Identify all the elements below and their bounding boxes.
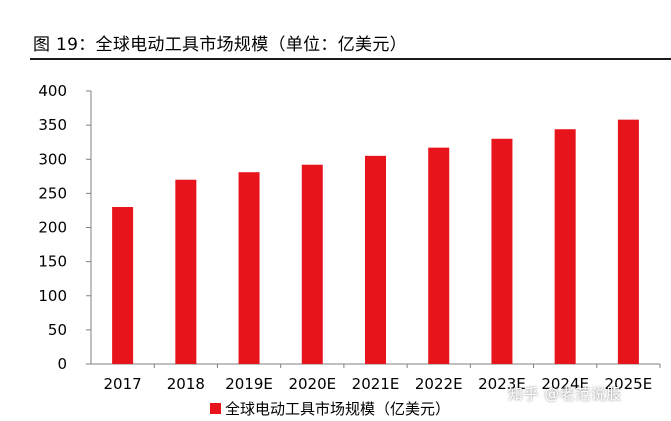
x-tick-label: 2024E (541, 375, 589, 393)
y-tick-label: 250 (38, 184, 67, 202)
figure-title: 图 19：全球电动工具市场规模（单位：亿美元） (33, 35, 407, 55)
x-tick-label: 2020E (288, 375, 336, 393)
y-tick-label: 300 (38, 150, 67, 168)
legend-swatch (210, 403, 221, 414)
bar-2018 (175, 179, 197, 364)
y-tick-label: 350 (38, 116, 67, 134)
y-tick-label: 200 (38, 219, 67, 237)
x-tick-label: 2025E (605, 375, 653, 393)
y-tick-label: 150 (38, 253, 67, 271)
x-tick-label: 2019E (225, 375, 273, 393)
y-tick-label: 100 (38, 287, 67, 305)
x-tick-label: 2021E (352, 375, 400, 393)
bar-2020E (301, 164, 323, 364)
x-tick-label: 2017 (104, 375, 142, 393)
x-tick-label: 2023E (478, 375, 526, 393)
y-tick-label: 400 (38, 82, 67, 100)
legend-label: 全球电动工具市场规模（亿美元） (225, 400, 451, 418)
bar-2017 (112, 207, 134, 364)
legend: 全球电动工具市场规模（亿美元） (210, 398, 450, 419)
bar-2021E (365, 155, 386, 364)
title-rule (30, 58, 671, 60)
bar-2024E (554, 129, 576, 364)
x-tick-label: 2022E (415, 375, 463, 393)
bar-2025E (617, 119, 639, 364)
y-tick-label: 50 (48, 321, 67, 339)
bar-2022E (428, 147, 450, 364)
bar-2023E (491, 138, 513, 364)
x-tick-label: 2018 (167, 375, 205, 393)
bar-2019E (238, 172, 260, 364)
watermark: 知乎 @老范说股 (508, 385, 622, 403)
y-tick-label: 0 (57, 355, 67, 373)
